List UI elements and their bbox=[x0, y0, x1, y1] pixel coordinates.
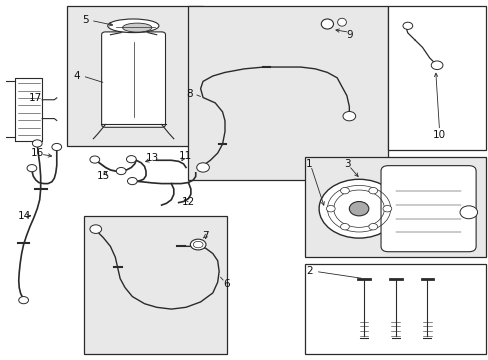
Bar bbox=[188, 6, 387, 180]
Ellipse shape bbox=[122, 23, 152, 32]
Circle shape bbox=[368, 188, 377, 194]
Text: 12: 12 bbox=[182, 197, 195, 207]
Ellipse shape bbox=[193, 241, 203, 248]
FancyBboxPatch shape bbox=[380, 166, 475, 252]
Circle shape bbox=[326, 206, 334, 212]
Text: 1: 1 bbox=[305, 159, 311, 169]
Text: 17: 17 bbox=[29, 93, 42, 103]
Text: 5: 5 bbox=[81, 15, 88, 26]
Text: 11: 11 bbox=[178, 150, 191, 161]
Bar bbox=[66, 6, 203, 146]
Text: 9: 9 bbox=[346, 30, 352, 40]
Text: 4: 4 bbox=[73, 71, 80, 81]
Circle shape bbox=[52, 143, 61, 150]
Circle shape bbox=[342, 112, 355, 121]
Circle shape bbox=[402, 22, 412, 30]
Circle shape bbox=[459, 206, 477, 219]
Circle shape bbox=[340, 224, 348, 230]
Text: 15: 15 bbox=[96, 171, 109, 181]
Text: 10: 10 bbox=[432, 130, 445, 140]
Circle shape bbox=[340, 188, 348, 194]
Ellipse shape bbox=[337, 18, 346, 26]
Text: 6: 6 bbox=[223, 279, 229, 289]
Circle shape bbox=[430, 61, 442, 69]
Circle shape bbox=[27, 165, 37, 172]
Bar bbox=[387, 6, 485, 149]
Text: 14: 14 bbox=[18, 211, 31, 221]
FancyBboxPatch shape bbox=[102, 32, 165, 127]
Circle shape bbox=[116, 167, 126, 175]
Ellipse shape bbox=[190, 239, 205, 250]
Bar bbox=[305, 157, 485, 257]
Bar bbox=[305, 264, 485, 354]
Ellipse shape bbox=[321, 19, 333, 29]
Text: 7: 7 bbox=[202, 231, 208, 240]
Circle shape bbox=[368, 224, 377, 230]
Text: 3: 3 bbox=[344, 159, 350, 169]
Text: 2: 2 bbox=[305, 266, 312, 276]
Text: 13: 13 bbox=[146, 153, 159, 163]
Text: 8: 8 bbox=[186, 89, 192, 99]
Bar bbox=[83, 216, 227, 354]
Circle shape bbox=[196, 163, 209, 172]
Circle shape bbox=[127, 177, 137, 185]
Circle shape bbox=[382, 206, 391, 212]
Circle shape bbox=[319, 179, 398, 238]
Circle shape bbox=[126, 156, 136, 163]
Circle shape bbox=[32, 140, 42, 147]
Circle shape bbox=[19, 297, 28, 304]
Text: 16: 16 bbox=[31, 148, 44, 158]
Circle shape bbox=[90, 225, 102, 233]
Ellipse shape bbox=[107, 19, 159, 33]
Circle shape bbox=[348, 202, 368, 216]
Circle shape bbox=[90, 156, 100, 163]
